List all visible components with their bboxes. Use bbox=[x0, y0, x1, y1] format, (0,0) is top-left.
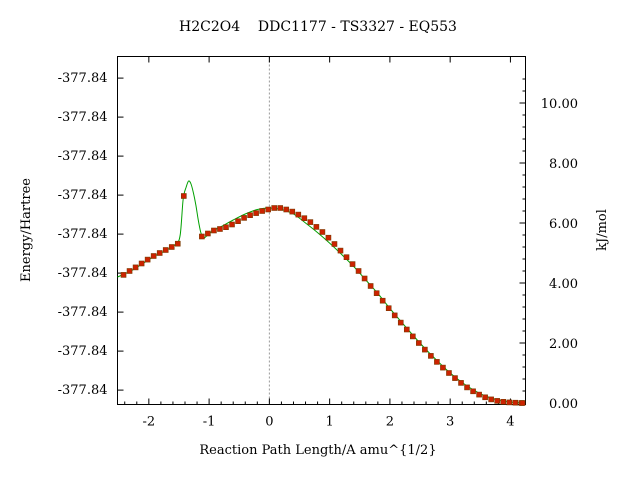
energy-point bbox=[162, 247, 169, 253]
energy-point bbox=[144, 256, 151, 263]
energy-point bbox=[120, 272, 127, 278]
energy-point bbox=[385, 305, 392, 312]
plot-frame bbox=[117, 56, 526, 405]
energy-point bbox=[132, 264, 139, 271]
energy-point bbox=[247, 212, 253, 218]
energy-point bbox=[168, 244, 175, 250]
y-axis-right-label: kJ/mol bbox=[595, 209, 610, 251]
y-right-tick-label: 6.00 bbox=[549, 217, 578, 232]
energy-point bbox=[235, 218, 241, 224]
energy-point bbox=[337, 247, 344, 254]
energy-point bbox=[349, 261, 356, 267]
energy-point bbox=[180, 193, 187, 199]
energy-point bbox=[295, 211, 302, 218]
y-left-tick-label: -377.84 bbox=[58, 266, 108, 281]
energy-point bbox=[138, 260, 145, 267]
energy-point bbox=[476, 391, 482, 398]
energy-point bbox=[416, 340, 422, 346]
energy-point bbox=[488, 396, 494, 403]
energy-point bbox=[422, 346, 428, 353]
x-tick-label: 4 bbox=[506, 415, 514, 430]
energy-curve-layer bbox=[117, 180, 523, 404]
energy-point bbox=[156, 250, 163, 256]
energy-point bbox=[223, 224, 229, 230]
energy-point bbox=[265, 206, 271, 213]
energy-point bbox=[519, 400, 526, 406]
energy-point bbox=[397, 319, 404, 326]
y-left-tick-label: -377.84 bbox=[58, 71, 108, 86]
energy-point bbox=[367, 283, 374, 289]
energy-point bbox=[428, 353, 434, 359]
y-left-tick-label: -377.84 bbox=[58, 149, 108, 164]
y-right-tick-label: 8.00 bbox=[549, 157, 578, 172]
energy-point bbox=[241, 215, 247, 221]
x-tick-label: -1 bbox=[203, 415, 216, 430]
energy-point bbox=[506, 399, 513, 406]
y-left-tick-label: -377.84 bbox=[58, 227, 108, 242]
energy-point bbox=[205, 230, 211, 237]
energy-point bbox=[494, 398, 500, 404]
energy-point bbox=[277, 205, 284, 211]
energy-point bbox=[470, 388, 476, 395]
x-axis: -2 -1 0 1 2 3 4 bbox=[124, 56, 515, 430]
energy-point bbox=[409, 333, 416, 340]
energy-point bbox=[271, 205, 277, 211]
energy-point bbox=[211, 227, 217, 234]
energy-point bbox=[319, 229, 326, 235]
x-axis-label: Reaction Path Length/A amu^{1/2} bbox=[199, 443, 436, 458]
energy-point bbox=[512, 399, 519, 406]
energy-point bbox=[217, 226, 223, 232]
energy-point bbox=[355, 268, 362, 274]
x-tick-label: 1 bbox=[325, 415, 333, 430]
y-axis-right: 0.00 2.00 4.00 6.00 8.00 10.00 bbox=[519, 78, 578, 412]
x-tick-label: -2 bbox=[143, 415, 156, 430]
energy-point bbox=[343, 254, 350, 260]
energy-curve bbox=[117, 180, 523, 404]
chart-title: H2C2O4 DDC1177 - TS3327 - EQ553 bbox=[179, 19, 457, 35]
energy-point bbox=[253, 210, 259, 216]
energy-point bbox=[259, 208, 265, 214]
energy-point bbox=[379, 297, 386, 304]
x-tick-label: 2 bbox=[386, 415, 394, 430]
energy-point bbox=[289, 208, 296, 215]
energy-point bbox=[361, 275, 368, 282]
y-left-tick-label: -377.84 bbox=[58, 188, 108, 203]
x-tick-label: 0 bbox=[265, 415, 273, 430]
energy-point bbox=[331, 241, 338, 247]
y-axis-left-label: Energy/Hartree bbox=[19, 178, 34, 282]
y-right-tick-label: 10.00 bbox=[541, 97, 578, 112]
energy-point bbox=[391, 312, 398, 319]
energy-point bbox=[440, 364, 446, 371]
energy-point bbox=[458, 380, 464, 386]
energy-point bbox=[126, 268, 133, 274]
energy-point bbox=[452, 375, 458, 381]
energy-point bbox=[373, 290, 380, 297]
energy-point bbox=[150, 253, 157, 259]
energy-point bbox=[199, 233, 205, 240]
energy-point bbox=[313, 224, 320, 230]
y-right-tick-label: 4.00 bbox=[549, 277, 578, 292]
y-left-tick-label: -377.84 bbox=[58, 305, 108, 320]
energy-point bbox=[500, 398, 507, 405]
energy-point bbox=[446, 370, 452, 376]
energy-point bbox=[403, 326, 410, 333]
energy-points-layer bbox=[120, 193, 526, 406]
energy-point bbox=[174, 240, 181, 247]
x-tick-label: 3 bbox=[446, 415, 454, 430]
y-left-tick-label: -377.84 bbox=[58, 344, 108, 359]
y-left-tick-label: -377.84 bbox=[58, 383, 108, 398]
energy-point bbox=[283, 206, 290, 213]
energy-point bbox=[325, 234, 332, 241]
y-left-tick-label: -377.84 bbox=[58, 110, 108, 125]
energy-point bbox=[464, 384, 470, 391]
energy-point bbox=[301, 215, 308, 221]
y-axis-left: -377.84 -377.84 -377.84 -377.84 -377.84 -377.… bbox=[58, 71, 124, 398]
energy-point bbox=[434, 359, 440, 365]
energy-point bbox=[307, 219, 314, 225]
y-right-tick-label: 2.00 bbox=[549, 337, 578, 352]
y-right-tick-label: 0.00 bbox=[549, 397, 578, 412]
energy-point bbox=[229, 221, 235, 228]
energy-point bbox=[482, 394, 488, 401]
